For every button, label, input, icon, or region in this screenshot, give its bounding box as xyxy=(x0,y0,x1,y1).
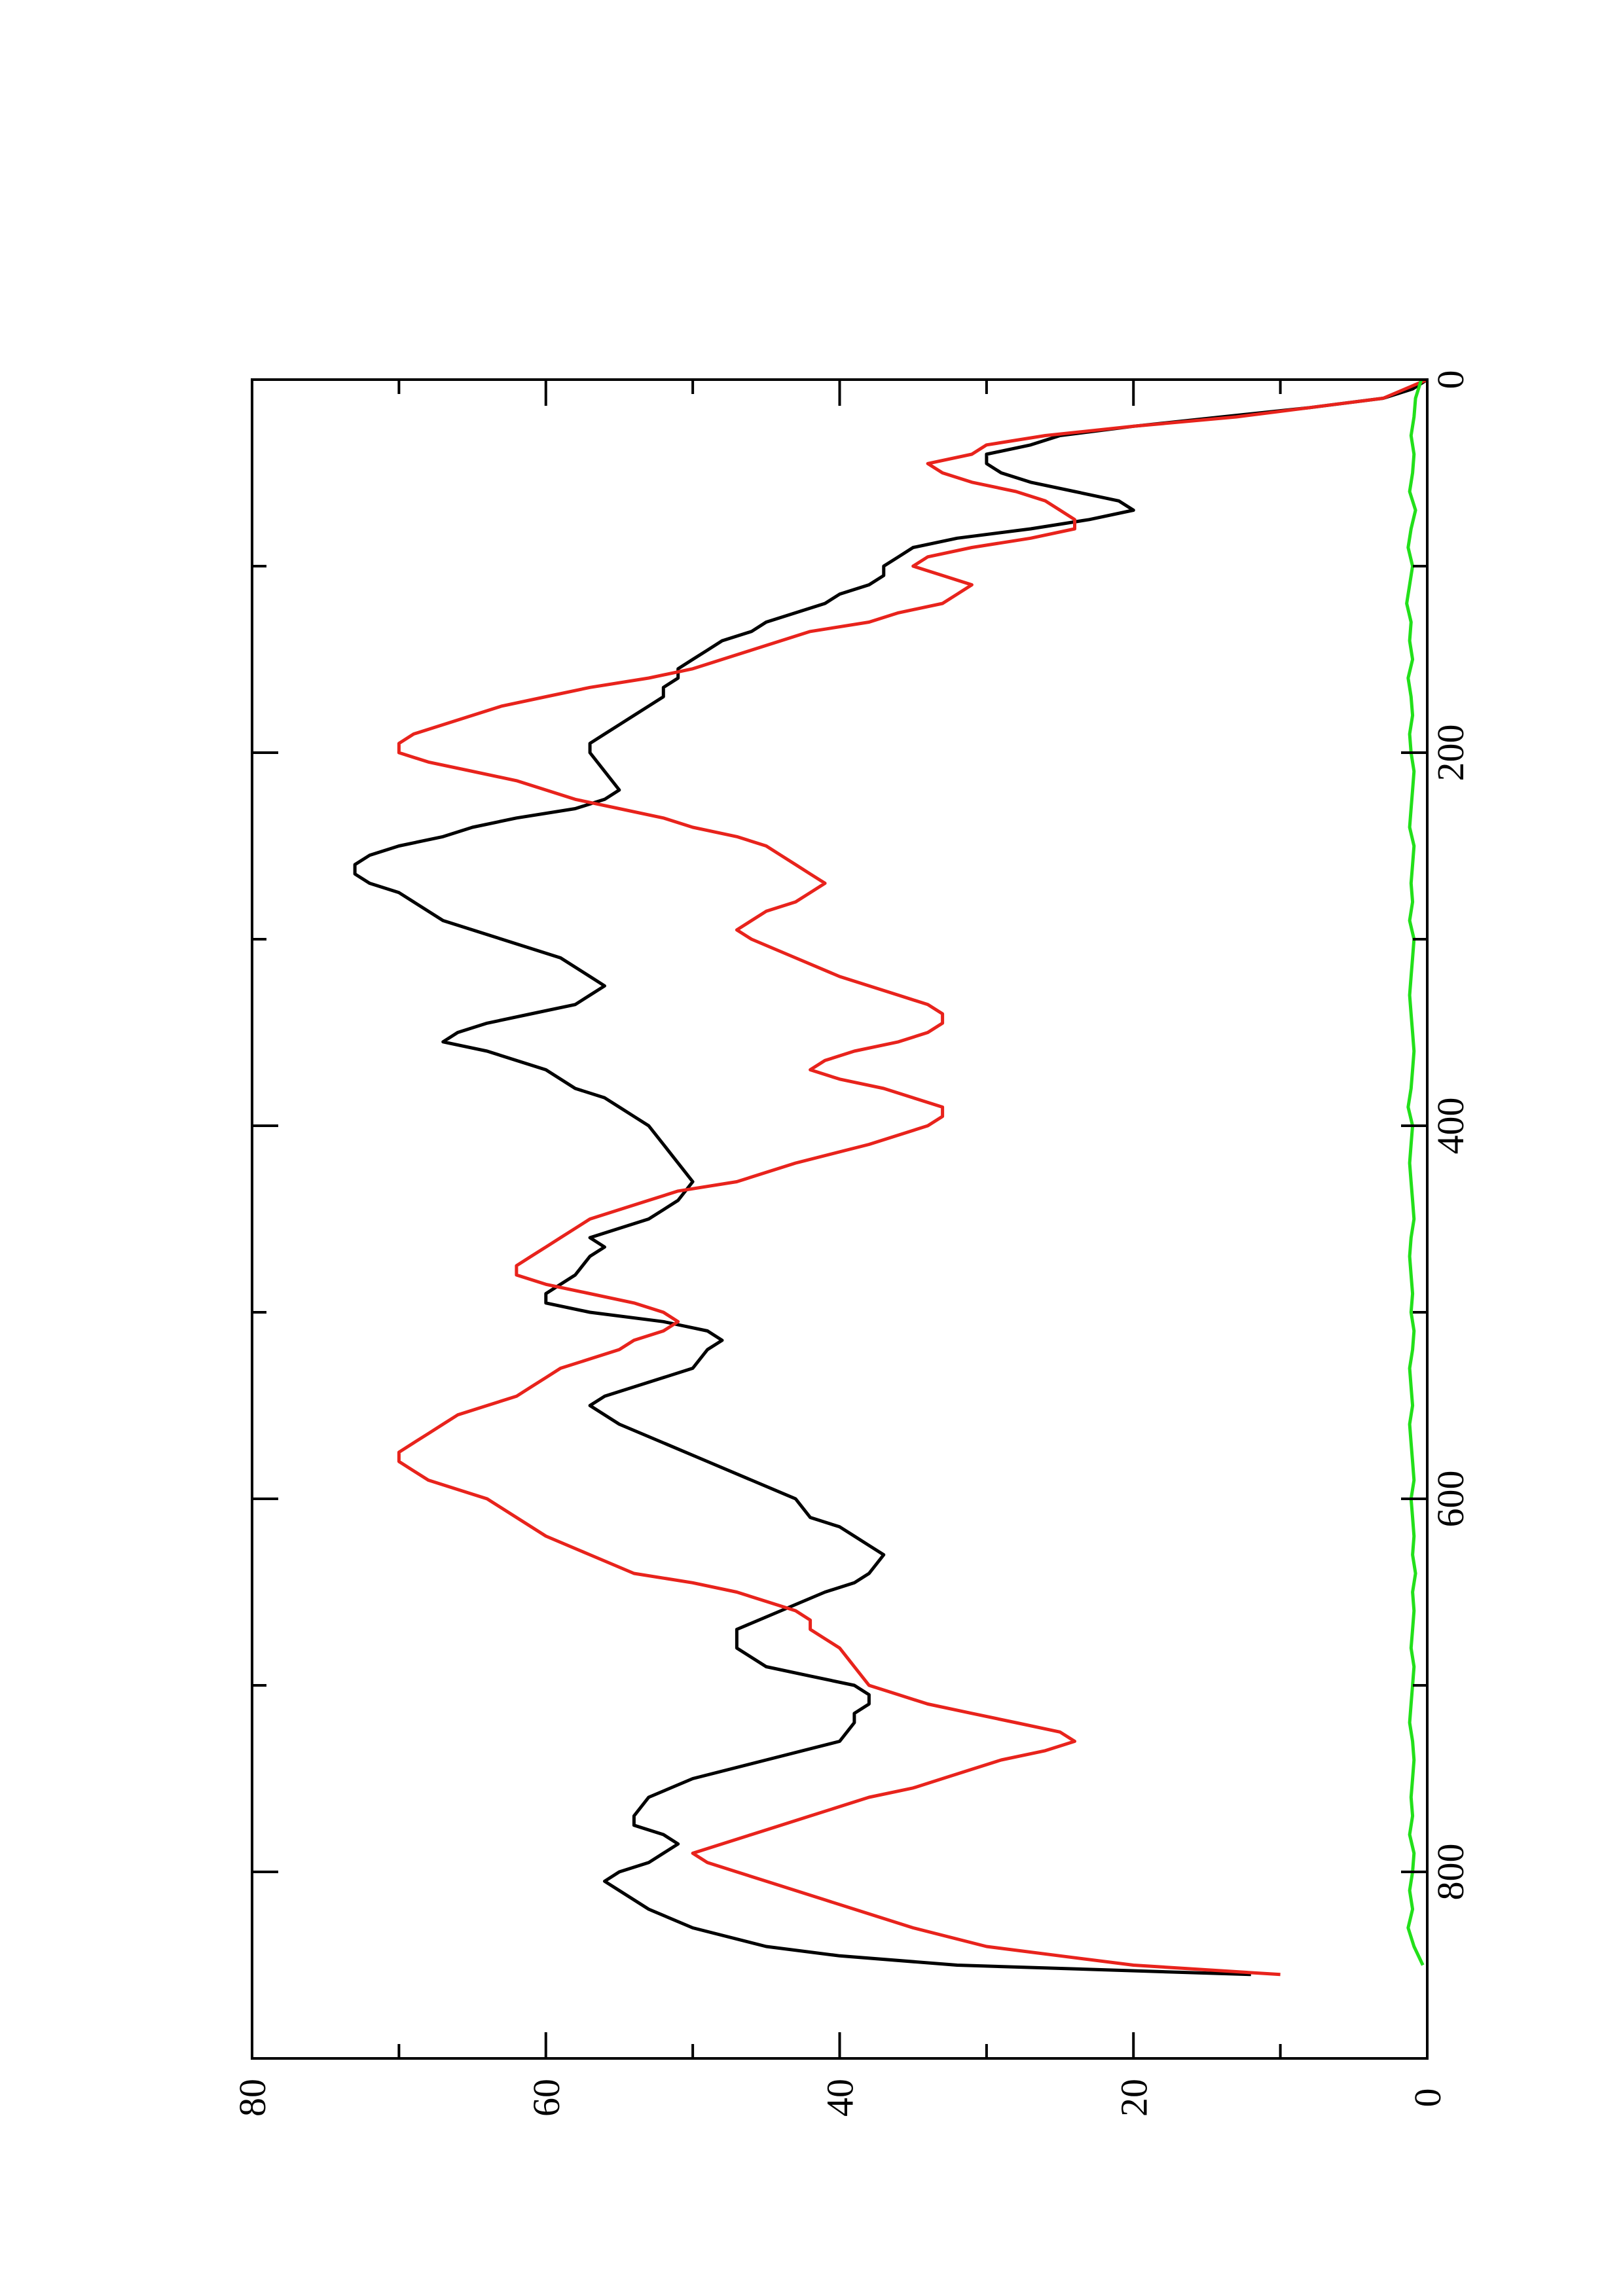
y-tick-label: 20 xyxy=(1112,2079,1155,2117)
x-tick-label: 0 xyxy=(1429,370,1472,389)
y-tick-label: 40 xyxy=(819,2079,862,2117)
x-tick-label: 600 xyxy=(1429,1471,1472,1528)
x-tick-label: 800 xyxy=(1429,1844,1472,1901)
series-line-1 xyxy=(397,378,1428,1977)
x-tick-label: 200 xyxy=(1429,725,1472,781)
y-tick-label: 60 xyxy=(525,2079,568,2117)
plot-root: 0 200 400 600 800 0 20 40 60 80 xyxy=(231,370,1472,2117)
y-tick-label: 0 xyxy=(1406,2089,1449,2108)
series-line-0 xyxy=(353,378,1429,1977)
y-tick-label: 80 xyxy=(231,2079,274,2117)
x-tick-label: 400 xyxy=(1429,1098,1472,1155)
series-line-2 xyxy=(1405,379,1425,1966)
